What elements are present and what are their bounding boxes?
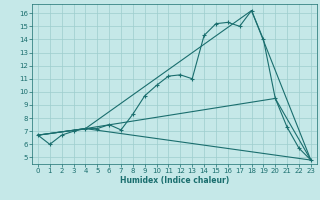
X-axis label: Humidex (Indice chaleur): Humidex (Indice chaleur)	[120, 176, 229, 185]
